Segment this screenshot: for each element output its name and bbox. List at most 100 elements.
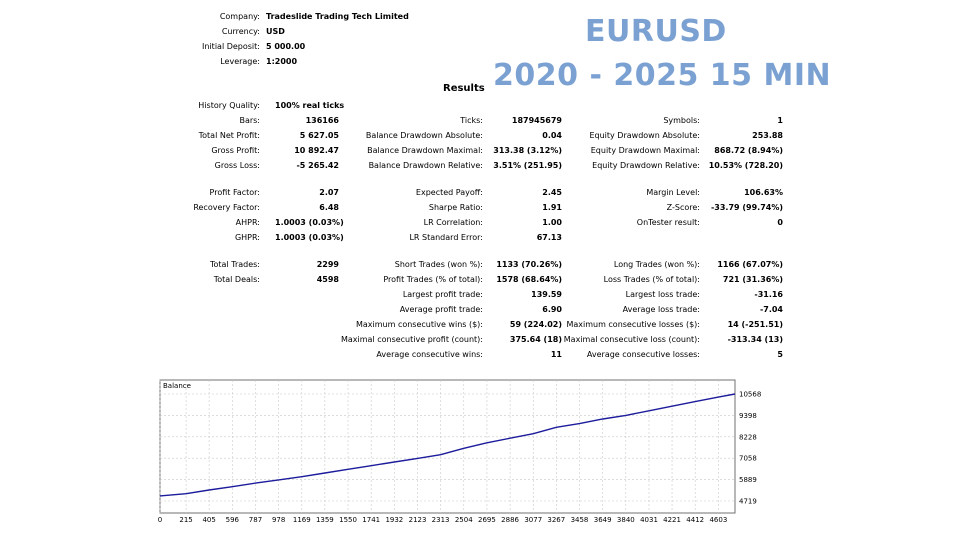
x-tick-label: 2886: [501, 516, 519, 524]
stat-label: Equity Drawdown Maximal:: [590, 146, 700, 155]
stat-label: GHPR:: [234, 233, 260, 242]
currency-label: Currency:: [221, 27, 260, 36]
stat-value: -5 265.42: [296, 161, 339, 170]
y-tick-label: 5889: [739, 476, 757, 484]
stat-label: Profit Factor:: [209, 188, 260, 197]
stat-label: Recovery Factor:: [193, 203, 260, 212]
stat-label: Average loss trade:: [622, 305, 700, 314]
stat-label: Maximal consecutive profit (count):: [340, 335, 483, 344]
x-tick-label: 3840: [617, 516, 635, 524]
stat-value: 721 (31.36%): [722, 275, 783, 284]
stat-label: Gross Loss:: [214, 161, 260, 170]
x-tick-label: 1550: [339, 516, 357, 524]
balance-chart: Balance 10568 9398 8228 7058 5889 4719 0 215 40…: [155, 377, 775, 527]
currency-value: USD: [266, 27, 285, 36]
stat-value: 1.00: [542, 218, 562, 227]
x-tick-label: 2123: [409, 516, 427, 524]
stat-label: Ticks:: [460, 116, 483, 125]
stat-label: Average consecutive losses:: [586, 350, 700, 359]
x-tick-label: 405: [202, 516, 215, 524]
chart-series: [159, 393, 736, 497]
stat-label: LR Correlation:: [423, 218, 483, 227]
stat-value: 100% real ticks: [275, 101, 345, 110]
stat-label: Average profit trade:: [399, 305, 483, 314]
stat-label: Long Trades (won %):: [613, 260, 700, 269]
stat-label: Z-Score:: [666, 203, 700, 212]
stat-value: 1.0003 (0.03%): [275, 218, 344, 227]
y-tick-label: 8228: [739, 433, 757, 441]
x-tick-label: 1169: [293, 516, 311, 524]
stat-label: Gross Profit:: [211, 146, 260, 155]
stat-value: 1133 (70.26%): [496, 260, 562, 269]
x-tick-label: 3649: [594, 516, 612, 524]
chart-title: Balance: [163, 382, 191, 390]
y-axis-labels: 10568 9398 8228 7058 5889 4719: [739, 391, 761, 506]
stat-value: 6.48: [319, 203, 339, 212]
stat-value: 5 627.05: [299, 131, 339, 140]
stat-label: Largest profit trade:: [402, 290, 483, 299]
deposit-row: Initial Deposit: 5 000.00: [160, 39, 460, 54]
stat-label: Symbols:: [663, 116, 700, 125]
stat-label: OnTester result:: [636, 218, 700, 227]
stat-value: 4598: [316, 275, 339, 284]
stat-label: Sharpe Ratio:: [428, 203, 483, 212]
stat-label: Equity Drawdown Absolute:: [589, 131, 700, 140]
x-tick-label: 215: [179, 516, 192, 524]
company-row: Company: Tradeslide Trading Tech Limited: [160, 9, 460, 24]
x-tick-label: 2504: [455, 516, 473, 524]
stat-value: 67.13: [536, 233, 562, 242]
stat-label: Loss Trades (% of total):: [603, 275, 700, 284]
deposit-label: Initial Deposit:: [202, 42, 260, 51]
stat-label: History Quality:: [198, 101, 260, 110]
stat-label: Balance Drawdown Relative:: [368, 161, 483, 170]
x-tick-label: 4603: [709, 516, 727, 524]
company-value: Tradeslide Trading Tech Limited: [266, 12, 409, 21]
y-tick-label: 7058: [739, 455, 757, 463]
stat-value: 187945679: [511, 116, 562, 125]
stat-value: 14 (-251.51): [727, 320, 783, 329]
stat-label: Equity Drawdown Relative:: [592, 161, 700, 170]
x-tick-label: 787: [249, 516, 262, 524]
stat-value: 106.63%: [744, 188, 783, 197]
stat-label: Expected Payoff:: [415, 188, 483, 197]
stat-label: Bars:: [239, 116, 260, 125]
stat-label: Total Net Profit:: [198, 131, 260, 140]
balance-chart-svg: Balance 10568 9398 8228 7058 5889 4719 0 215 40…: [158, 379, 761, 524]
stat-value: 313.38 (3.12%): [493, 146, 562, 155]
x-tick-label: 4031: [640, 516, 658, 524]
stat-value: 10.53% (728.20): [708, 161, 783, 170]
stat-label: Maximum consecutive wins ($):: [355, 320, 483, 329]
leverage-label: Leverage:: [220, 57, 260, 66]
stat-label: Average consecutive wins:: [376, 350, 483, 359]
stat-label: AHPR:: [235, 218, 260, 227]
stat-value: -313.34 (13): [727, 335, 783, 344]
company-label: Company:: [219, 12, 260, 21]
stat-label: Total Deals:: [213, 275, 260, 284]
stat-value: 2.07: [319, 188, 339, 197]
x-axis-labels: 0 215 405 596 787 978 1169 1359 1550 1741 1932 2123…: [158, 516, 728, 524]
stat-value: -31.16: [754, 290, 783, 299]
x-tick-label: 1359: [316, 516, 334, 524]
stat-value: 0.04: [542, 131, 562, 140]
x-tick-label: 4412: [686, 516, 704, 524]
stat-value: 2.45: [542, 188, 562, 197]
stat-value: 868.72 (8.94%): [714, 146, 783, 155]
stat-value: 6.90: [542, 305, 562, 314]
stat-value: 0: [777, 218, 783, 227]
x-tick-label: 3267: [547, 516, 565, 524]
stat-label: Margin Level:: [646, 188, 700, 197]
overlay-subtitle: 2020 - 2025 15 MIN: [493, 58, 832, 93]
stat-label: Profit Trades (% of total):: [383, 275, 483, 284]
stat-label: Short Trades (won %):: [394, 260, 483, 269]
x-tick-label: 596: [226, 516, 240, 524]
y-tick-label: 4719: [739, 498, 757, 506]
stat-value: 11: [550, 350, 562, 359]
x-tick-label: 4221: [663, 516, 681, 524]
stat-value: 253.88: [752, 131, 783, 140]
stat-value: 136166: [305, 116, 339, 125]
stat-label: Maximum consecutive losses ($):: [566, 320, 700, 329]
stat-value: -33.79 (99.74%): [710, 203, 783, 212]
stat-value: 5: [777, 350, 783, 359]
stat-value: 3.51% (251.95): [493, 161, 562, 170]
x-tick-label: 1741: [362, 516, 380, 524]
